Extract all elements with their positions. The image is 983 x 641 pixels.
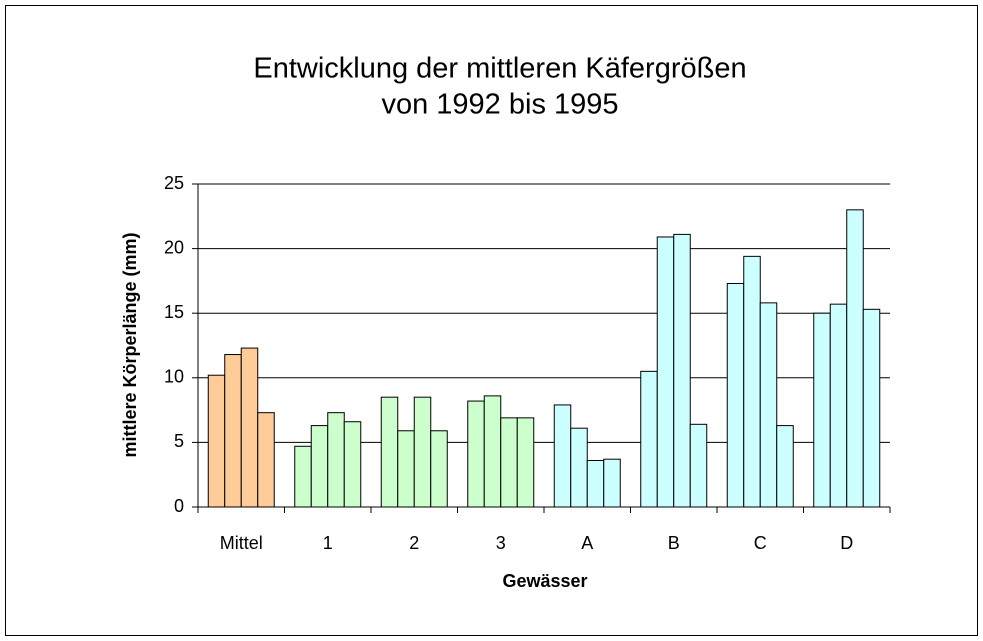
x-tick-label: 2 — [409, 533, 419, 553]
bar — [862, 308, 881, 508]
x-tick-label: 1 — [323, 533, 333, 553]
bar — [257, 412, 275, 508]
bar — [310, 425, 329, 508]
x-axis-title: Gewässer — [502, 571, 587, 591]
bar — [224, 354, 242, 508]
bar — [380, 396, 399, 508]
bar — [327, 412, 345, 508]
y-axis-title: mittlere Körperlänge (mm) — [120, 232, 140, 457]
bar — [640, 370, 658, 508]
bar — [397, 430, 415, 508]
x-tick-label: D — [840, 533, 853, 553]
x-tick-label: 3 — [496, 533, 506, 553]
bar — [413, 396, 432, 508]
chart-subtitle: von 1992 bis 1995 — [381, 89, 618, 121]
bar — [726, 282, 745, 508]
bar — [467, 400, 485, 508]
bar — [240, 347, 259, 508]
bar — [430, 430, 448, 508]
y-tick-label: 10 — [164, 367, 184, 387]
bar — [500, 417, 518, 508]
bar — [759, 302, 778, 508]
bar — [829, 303, 848, 508]
y-tick-label: 0 — [174, 496, 184, 516]
chart-title: Entwicklung der mittleren Käfergrößen — [253, 53, 746, 85]
bar — [294, 445, 312, 508]
x-tick-label: A — [581, 533, 593, 553]
bar — [776, 425, 794, 508]
bar — [813, 312, 831, 508]
y-tick-label: 25 — [164, 173, 184, 193]
bar — [343, 421, 362, 508]
bar — [656, 236, 675, 508]
bar — [553, 404, 572, 508]
bar — [483, 395, 502, 508]
bar — [689, 423, 708, 508]
bar — [570, 427, 588, 508]
bar — [207, 374, 226, 508]
bar — [743, 255, 761, 508]
bar — [846, 209, 864, 508]
bar — [673, 233, 691, 508]
x-tick-label: Mittel — [220, 533, 263, 553]
bar — [586, 459, 605, 508]
bar — [603, 458, 621, 508]
y-tick-label: 5 — [174, 431, 184, 451]
y-tick-label: 20 — [164, 237, 184, 257]
x-tick-label: C — [754, 533, 767, 553]
y-tick-label: 15 — [164, 302, 184, 322]
bar — [516, 417, 535, 508]
x-tick-label: B — [668, 533, 680, 553]
